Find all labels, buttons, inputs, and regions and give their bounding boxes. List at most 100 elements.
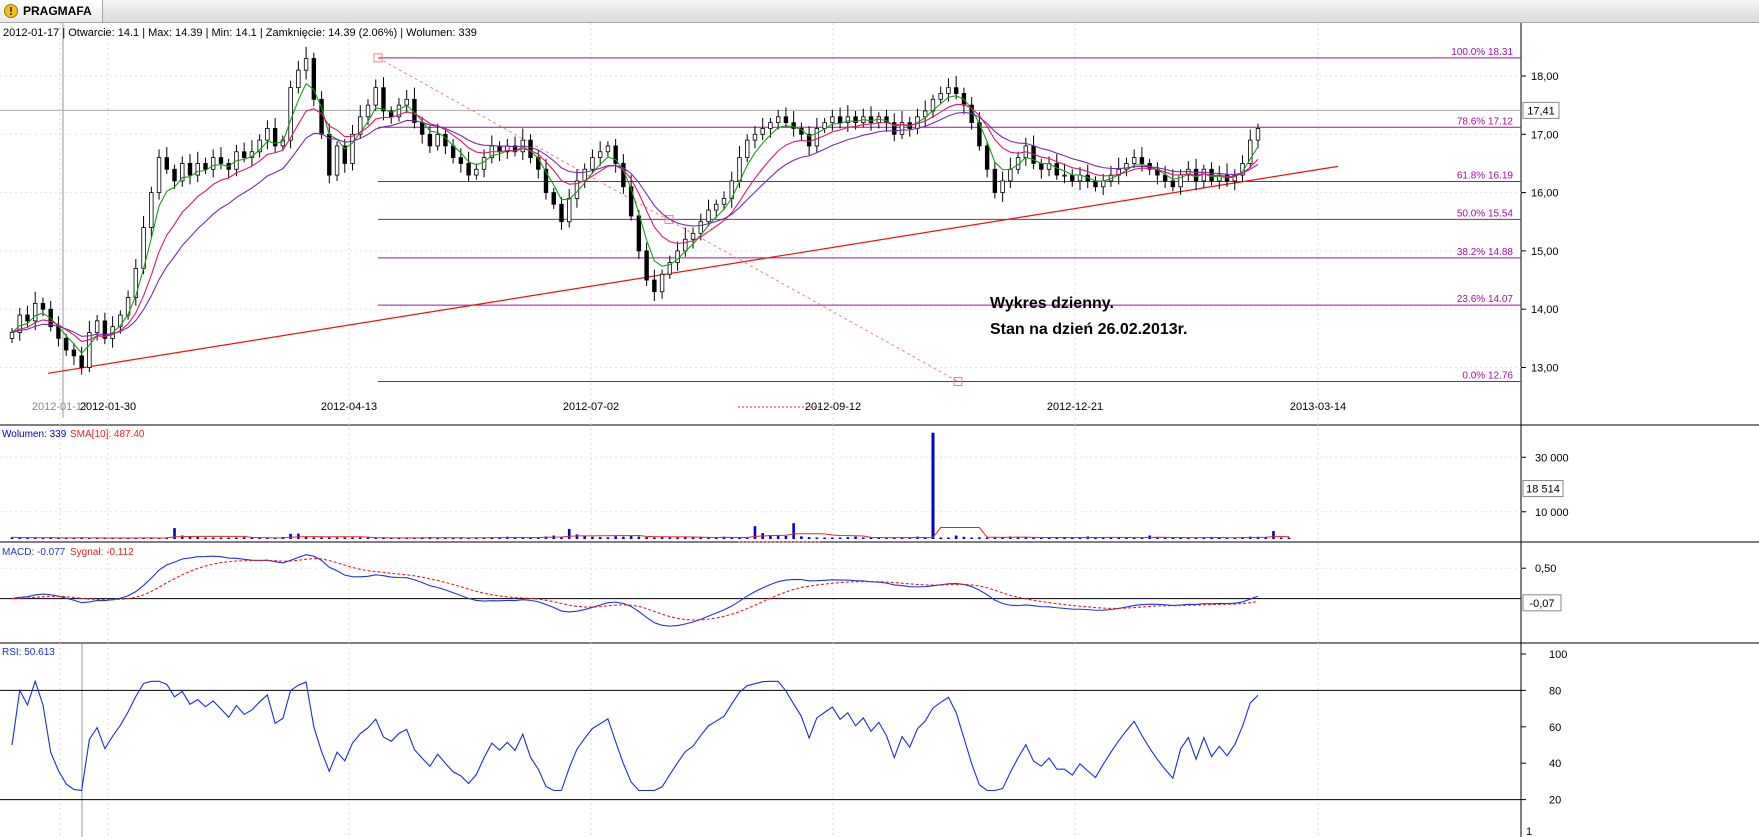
volume-spike-bar	[931, 432, 935, 539]
volume-bar	[1194, 537, 1198, 539]
annotation-line2: Stan na dzień 26.02.2013r.	[990, 321, 1187, 338]
fib-handle	[664, 214, 674, 224]
volume-bar	[800, 536, 803, 539]
volume-bar	[707, 537, 710, 539]
candle-body	[303, 58, 309, 71]
candle-body	[899, 122, 905, 135]
candle-body	[1039, 163, 1044, 170]
candle-body	[241, 151, 247, 159]
volume-bar	[900, 537, 904, 539]
candle-body	[690, 233, 696, 240]
price-tick-label: 18,00	[1531, 71, 1559, 83]
candle-body	[760, 128, 765, 135]
candle-body	[953, 87, 959, 94]
volume-tick-label: 30 000	[1535, 452, 1569, 464]
candle-body	[868, 116, 874, 124]
volume-bar	[591, 536, 594, 539]
rsi-series	[0, 679, 1521, 801]
volume-bar	[1287, 537, 1291, 539]
volume-series	[10, 432, 1291, 539]
volume-bar	[1117, 537, 1120, 539]
rsi-tick-label: 60	[1549, 722, 1561, 734]
macd-line	[11, 554, 1259, 627]
tab-pragmafa[interactable]: ! PRAGMAFA	[0, 0, 103, 22]
volume-bar	[598, 537, 602, 539]
volume-bar	[1016, 537, 1020, 539]
candle-body	[94, 320, 100, 333]
candle-body	[1008, 168, 1013, 182]
candle-body	[9, 332, 15, 339]
volume-bar	[854, 536, 857, 539]
volume-bar	[320, 537, 323, 539]
volume-bar	[606, 537, 610, 539]
candle-body	[435, 133, 440, 147]
volume-bar	[892, 537, 896, 539]
volume-bar	[908, 537, 912, 539]
candle-body	[195, 163, 200, 176]
volume-bar	[351, 537, 354, 539]
volume-bar	[583, 536, 586, 539]
price-tick-label: 15,00	[1531, 246, 1559, 258]
fib-diagonal	[377, 57, 959, 382]
candle-body	[845, 116, 851, 124]
x-tick-label: 2012-07-02	[563, 401, 619, 413]
volume-bar	[204, 537, 207, 539]
rsi-tick-label: 100	[1549, 649, 1567, 661]
candle-body	[791, 122, 796, 129]
candle-body	[1062, 174, 1067, 177]
volume-bar	[529, 537, 532, 539]
candle-body	[1077, 174, 1083, 182]
candle-body	[358, 116, 363, 135]
candle-body	[481, 157, 487, 170]
volume-last-box	[1522, 480, 1564, 498]
candle-body	[1139, 157, 1145, 164]
volume-tick-label: 10 000	[1535, 507, 1569, 519]
candle-body	[528, 139, 533, 159]
volume-bar	[1009, 536, 1012, 539]
volume-bar	[297, 533, 300, 539]
volume-bar	[335, 537, 339, 539]
volume-bar	[629, 535, 633, 539]
candle-body	[149, 192, 154, 228]
candle-body	[203, 163, 208, 170]
volume-bar	[1063, 537, 1066, 539]
stock-chart[interactable]: 100.0% 18.31 78.6% 17.12 61.8% 16.19 50.0% …	[0, 23, 1759, 837]
candle-body	[806, 133, 812, 147]
volume-bar	[173, 528, 176, 539]
candle-body	[288, 87, 293, 141]
volume-bar	[18, 537, 22, 539]
candle-body	[636, 215, 642, 252]
candle-body	[1101, 180, 1106, 188]
candle-body	[659, 273, 665, 293]
volume-bar	[831, 537, 834, 539]
candle-body	[652, 279, 657, 293]
candle-body	[706, 209, 711, 223]
candle-body	[752, 133, 758, 141]
candle-body	[187, 163, 193, 176]
volume-bar	[1047, 537, 1051, 539]
volume-bar	[792, 523, 795, 539]
candle-body	[33, 302, 38, 322]
candle-body	[257, 139, 262, 153]
volume-bar	[575, 534, 579, 539]
tab-label: PRAGMAFA	[23, 4, 92, 18]
candle-body	[775, 116, 781, 124]
volume-bar	[26, 537, 29, 539]
tab-bar: ! PRAGMAFA	[0, 0, 1759, 23]
volume-bar	[1256, 536, 1260, 539]
candle-body	[783, 116, 789, 124]
volume-bar	[846, 537, 850, 539]
candle-body	[1093, 180, 1098, 188]
candle-body	[1070, 174, 1075, 182]
candle-body	[768, 122, 773, 129]
candle-body	[814, 128, 820, 147]
volume-bar	[1132, 537, 1136, 539]
volume-bar	[614, 536, 617, 539]
volume-bar	[684, 537, 687, 539]
volume-bar	[691, 537, 695, 539]
candle-body	[1000, 180, 1005, 193]
volume-bar	[1078, 537, 1082, 539]
volume-bar	[738, 537, 741, 539]
volume-bar	[211, 537, 215, 539]
candle-body	[466, 163, 471, 176]
